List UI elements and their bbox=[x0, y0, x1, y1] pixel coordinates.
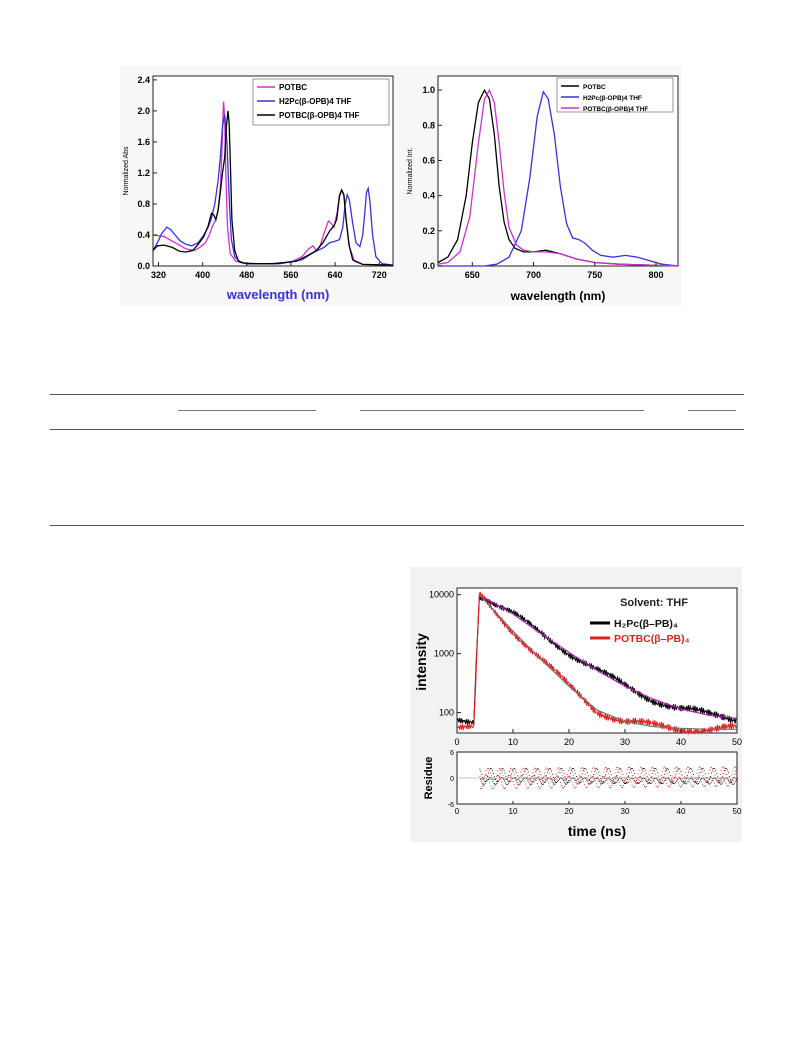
absorption-y-tick-label: 0.4 bbox=[137, 230, 150, 240]
residue-series-points-0 bbox=[479, 767, 738, 786]
residue-x-tick-label: 30 bbox=[621, 807, 630, 816]
absorption-y-axis-label: Normalized Abs bbox=[123, 146, 130, 196]
emission-legend-label-1: H2Pc(β-OPB)4 THF bbox=[583, 95, 642, 102]
emission-figure: 650 700 750 800 0.0 0.2 0.4 0.6 0.8 1.0 POTBC H2P… bbox=[400, 66, 682, 306]
emission-legend-label-0: POTBC bbox=[583, 84, 606, 91]
decay-fit-line-0 bbox=[479, 594, 738, 719]
residue-x-tick-label: 20 bbox=[565, 807, 574, 816]
decay-solvent-annotation: Solvent: THF bbox=[620, 597, 688, 609]
decay-x-tick-label: 50 bbox=[732, 737, 742, 747]
decay-legend-label-0: H₂Pc(β–PB)₄ bbox=[614, 618, 678, 630]
residue-x-tick-label: 10 bbox=[509, 807, 518, 816]
absorption-y-tick-label: 1.2 bbox=[137, 168, 150, 178]
residue-y-tick-label: 0 bbox=[450, 776, 454, 783]
absorption-y-tick-label: 2.0 bbox=[137, 106, 150, 116]
table-header-rule bbox=[50, 429, 744, 430]
decay-figure: 0 10 20 30 40 50 100 1000 10000 0 10 20 30 40 50 -6 0… bbox=[410, 567, 742, 842]
emission-legend-label-2: POTBC(β-OPB)4 THF bbox=[583, 106, 648, 113]
emission-x-tick-label: 650 bbox=[465, 270, 480, 280]
absorption-y-tick-label: 2.4 bbox=[137, 75, 150, 85]
emission-x-tick-label: 700 bbox=[526, 270, 541, 280]
decay-legend-label-1: POTBC(β–PB)₄ bbox=[614, 633, 690, 645]
decay-y-axis-label: intensity bbox=[413, 633, 429, 691]
table-group-rule-1 bbox=[178, 410, 316, 411]
emission-x-tick-label: 750 bbox=[587, 270, 602, 280]
decay-y-tick-label: 10000 bbox=[429, 590, 454, 600]
emission-series-line-1 bbox=[438, 90, 679, 267]
residue-x-tick-label: 0 bbox=[455, 807, 460, 816]
decay-x-tick-label: 40 bbox=[676, 737, 686, 747]
absorption-y-tick-label: 0.0 bbox=[137, 261, 150, 271]
absorption-series-line-2 bbox=[152, 110, 394, 266]
residue-y-axis-label: Residue bbox=[423, 757, 435, 800]
residue-x-tick-label: 50 bbox=[733, 807, 742, 816]
absorption-legend-label-2: POTBC(β-OPB)4 THF bbox=[279, 111, 360, 120]
absorption-figure: 320 400 480 560 640 720 0.0 0.4 0.8 1.2 1.6 2.0 2.4… bbox=[120, 66, 400, 306]
absorption-y-tick-label: 1.6 bbox=[137, 137, 150, 147]
emission-y-tick-label: 0.4 bbox=[422, 191, 435, 201]
absorption-x-tick-label: 640 bbox=[328, 270, 343, 280]
decay-fit-line-1 bbox=[478, 594, 737, 730]
emission-y-tick-label: 0.6 bbox=[422, 155, 435, 165]
emission-series-line-2 bbox=[437, 88, 679, 267]
decay-x-tick-label: 30 bbox=[620, 737, 630, 747]
absorption-x-tick-label: 320 bbox=[151, 270, 166, 280]
absorption-x-tick-label: 560 bbox=[283, 270, 298, 280]
emission-chart-svg: 650 700 750 800 0.0 0.2 0.4 0.6 0.8 1.0 POTBC H2P… bbox=[407, 75, 679, 303]
emission-y-axis-label: Normalized Int. bbox=[407, 147, 414, 194]
table-bottom-rule bbox=[50, 525, 744, 526]
decay-x-tick-label: 10 bbox=[508, 737, 518, 747]
decay-x-axis-label: time (ns) bbox=[568, 823, 626, 839]
decay-x-tick-label: 20 bbox=[564, 737, 574, 747]
absorption-legend-box bbox=[252, 78, 390, 126]
decay-plot-area bbox=[456, 587, 738, 734]
emission-y-tick-label: 1.0 bbox=[422, 85, 435, 95]
residue-x-tick-label: 40 bbox=[677, 807, 686, 816]
emission-legend-box bbox=[556, 77, 674, 113]
table-group-rule-2 bbox=[360, 410, 644, 411]
table-group-rule-3 bbox=[688, 410, 736, 411]
absorption-y-tick-label: 0.8 bbox=[137, 199, 150, 209]
decay-y-tick-label: 1000 bbox=[434, 649, 454, 659]
emission-y-tick-label: 0.2 bbox=[422, 226, 435, 236]
residue-y-tick-label: 6 bbox=[450, 750, 454, 757]
residue-y-tick-label: -6 bbox=[448, 802, 454, 809]
absorption-chart-svg: 320 400 480 560 640 720 0.0 0.4 0.8 1.2 1.6 2.0 2.4… bbox=[123, 75, 394, 302]
decay-x-tick-label: 0 bbox=[454, 737, 459, 747]
absorption-x-tick-label: 720 bbox=[372, 270, 387, 280]
absorption-x-axis-label: wavelength (nm) bbox=[226, 287, 330, 302]
emission-x-axis-label: wavelength (nm) bbox=[510, 289, 606, 303]
decay-y-tick-label: 100 bbox=[439, 708, 454, 718]
absorption-x-tick-label: 400 bbox=[195, 270, 210, 280]
emission-x-tick-label: 800 bbox=[648, 270, 663, 280]
emission-y-tick-label: 0.0 bbox=[422, 261, 435, 271]
absorption-x-tick-label: 480 bbox=[239, 270, 254, 280]
table-top-rule bbox=[50, 394, 744, 395]
absorption-legend-label-0: POTBC bbox=[279, 83, 307, 92]
emission-y-tick-label: 0.8 bbox=[422, 120, 435, 130]
absorption-legend-label-1: H2Pc(β-OPB)4 THF bbox=[279, 97, 352, 106]
